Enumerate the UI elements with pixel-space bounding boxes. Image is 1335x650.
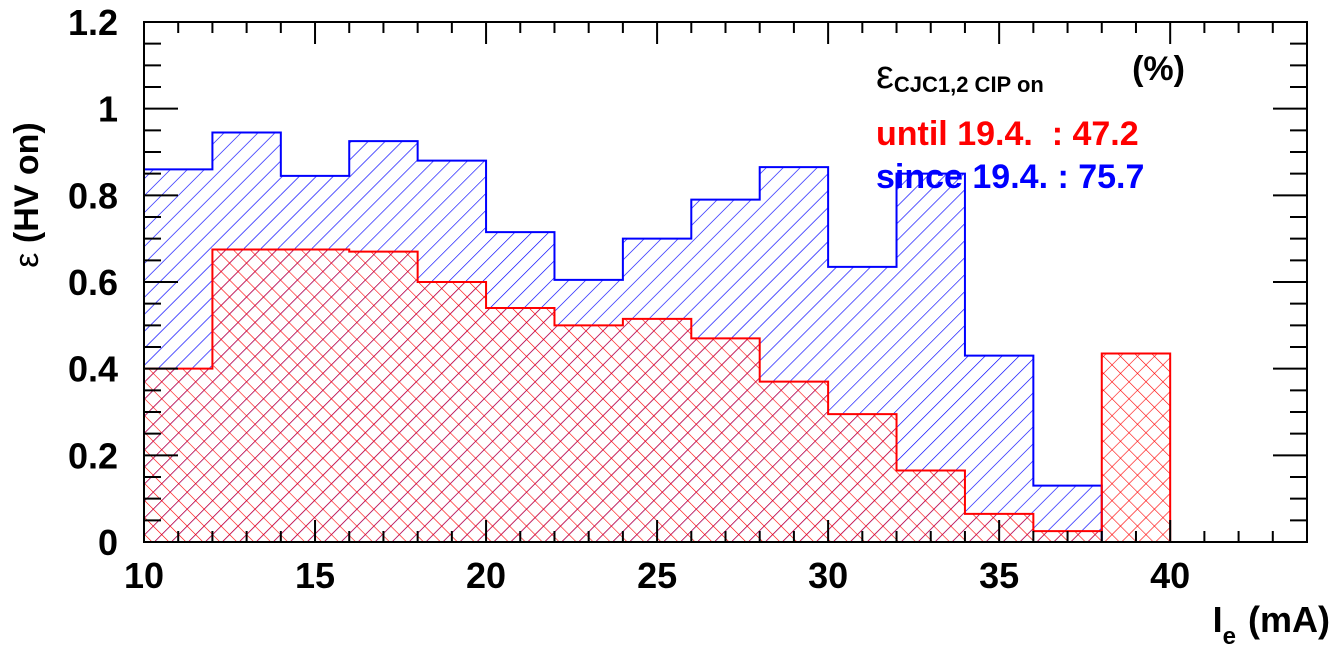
bar-fill: [1101, 353, 1171, 542]
y-axis-title-symbol: ε: [8, 253, 46, 268]
bar-fill: [896, 470, 965, 542]
legend-entry-until: until 19.4. : 47.2: [876, 115, 1139, 153]
x-axis-title-unit: (mA): [1248, 599, 1330, 640]
y-axis-title: ε (HV on): [8, 122, 46, 267]
bar-fill: [349, 251, 418, 542]
series-outline: [143, 248, 1172, 542]
bar-fill: [417, 282, 487, 542]
x-tick-label: 25: [637, 555, 677, 596]
bar-fill: [964, 355, 1034, 542]
legend-header-symbol: ε: [876, 53, 894, 97]
bar-fill: [691, 338, 760, 542]
x-tick-label: 20: [466, 555, 506, 596]
x-tick-label: 10: [124, 555, 164, 596]
y-tick-label: 0.8: [68, 175, 118, 216]
y-tick-label: 0: [98, 522, 118, 563]
bar-fill: [212, 249, 281, 542]
bar-fill: [554, 325, 623, 542]
bar-fill: [622, 318, 692, 542]
y-tick-labels: 0 0.2 0.4 0.6 0.8 1 1.2: [68, 2, 118, 563]
y-tick-label: 0.4: [68, 349, 118, 390]
x-axis-title-main: I: [1213, 599, 1223, 640]
y-tick-label: 0.6: [68, 262, 118, 303]
legend-header-sub: CJC1,2 CIP on: [894, 72, 1044, 97]
x-axis-title-sub: e: [1223, 623, 1236, 650]
y-tick-label: 1: [98, 89, 118, 130]
series-layer: [143, 131, 1172, 543]
bar-fill: [280, 249, 350, 542]
legend-header-unit: (%): [1132, 50, 1185, 88]
legend-header: εCJC1,2 CIP on: [876, 53, 1044, 97]
x-tick-label: 35: [979, 555, 1019, 596]
y-axis-title-text: (HV on): [8, 122, 46, 252]
bar-fill: [486, 308, 555, 542]
x-tick-label: 40: [1150, 555, 1190, 596]
y-tick-label: 0.2: [68, 435, 118, 476]
legend-entry-since: since 19.4. : 75.7: [876, 158, 1144, 196]
y-tick-label: 1.2: [68, 2, 118, 43]
axis-ticks: [143, 21, 1308, 543]
x-tick-labels: 10 15 20 25 30 35 40: [124, 555, 1190, 596]
x-axis-title: Ie (mA): [1213, 599, 1330, 650]
legend: εCJC1,2 CIP on (%) until 19.4. : 47.2 si…: [876, 50, 1185, 196]
series-outline: [143, 131, 1103, 542]
series-until: [143, 248, 1172, 542]
x-tick-label: 30: [808, 555, 848, 596]
bar-fill: [828, 414, 897, 542]
bar-fill: [759, 381, 829, 542]
x-tick-label: 15: [295, 555, 335, 596]
